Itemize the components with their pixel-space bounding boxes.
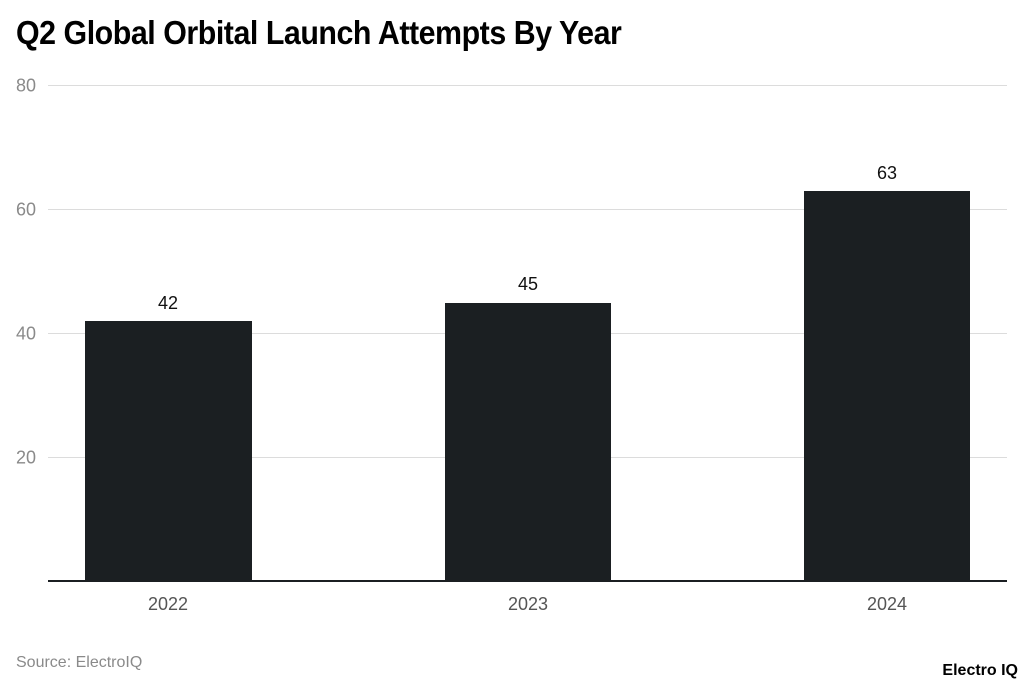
x-axis-line — [48, 580, 1007, 582]
bar-2022 — [85, 321, 252, 581]
bar-value-label: 42 — [157, 293, 179, 313]
gridline-60 — [48, 209, 1007, 210]
x-tick-label: 2023 — [507, 594, 549, 614]
gridline-80 — [48, 85, 1007, 86]
bar-2024 — [804, 191, 970, 581]
y-tick-label: 40 — [16, 323, 37, 344]
x-tick-label: 2022 — [147, 594, 189, 614]
bar-2023 — [445, 303, 611, 581]
y-tick-label: 60 — [16, 199, 37, 220]
source-note: Source: ElectroIQ — [16, 654, 143, 671]
bar-value-label: 45 — [517, 274, 539, 294]
x-tick-label: 2024 — [866, 594, 908, 614]
y-tick-label: 80 — [16, 75, 37, 96]
bar-value-label: 63 — [876, 163, 898, 183]
chart-title: Q2 Global Orbital Launch Attempts By Yea… — [16, 14, 622, 51]
y-tick-label: 20 — [16, 447, 37, 468]
brand-logo: Electro IQ — [942, 662, 1018, 679]
